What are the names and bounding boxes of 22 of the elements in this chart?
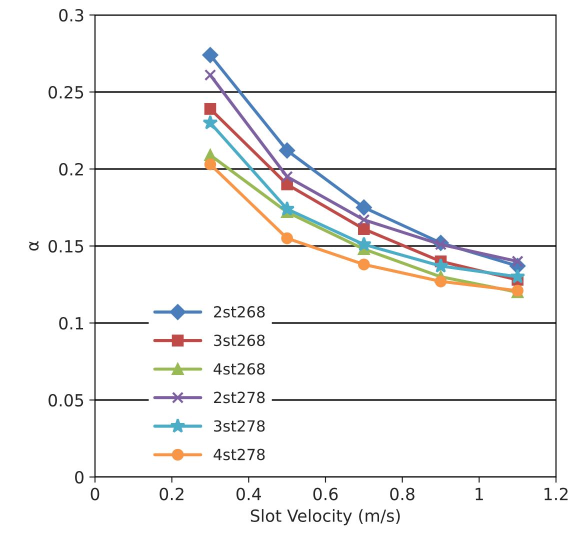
- y-tick-label: 0.2: [59, 162, 83, 176]
- legend-label: 3st268: [214, 334, 265, 346]
- y-tick-label: 0: [75, 470, 84, 484]
- legend-label: 4st268: [214, 363, 265, 375]
- x-tick-label: 1: [476, 488, 483, 500]
- x-tick-label: 1.2: [544, 488, 568, 500]
- legend-label: 4st278: [214, 448, 265, 460]
- y-tick-label: 0.3: [59, 8, 84, 22]
- y-axis-title: α: [29, 241, 39, 251]
- legend-label: 2st278: [214, 392, 265, 404]
- x-tick-label: 0.6: [313, 488, 338, 500]
- x-tick-label: 0.2: [160, 488, 184, 500]
- y-tick-label: 0.25: [48, 86, 84, 99]
- x-tick-label: 0.8: [390, 488, 414, 500]
- x-tick-label: 0: [90, 488, 100, 500]
- legend-label: 2st268: [214, 306, 265, 318]
- y-tick-label: 0.1: [59, 316, 84, 330]
- y-tick-label: 0.05: [48, 394, 84, 407]
- y-tick-label: 0.15: [48, 240, 84, 253]
- x-tick-label: 0.4: [236, 488, 261, 500]
- legend-label: 3st278: [214, 420, 265, 432]
- x-axis-title: Slot Velocity (m/s): [250, 509, 400, 526]
